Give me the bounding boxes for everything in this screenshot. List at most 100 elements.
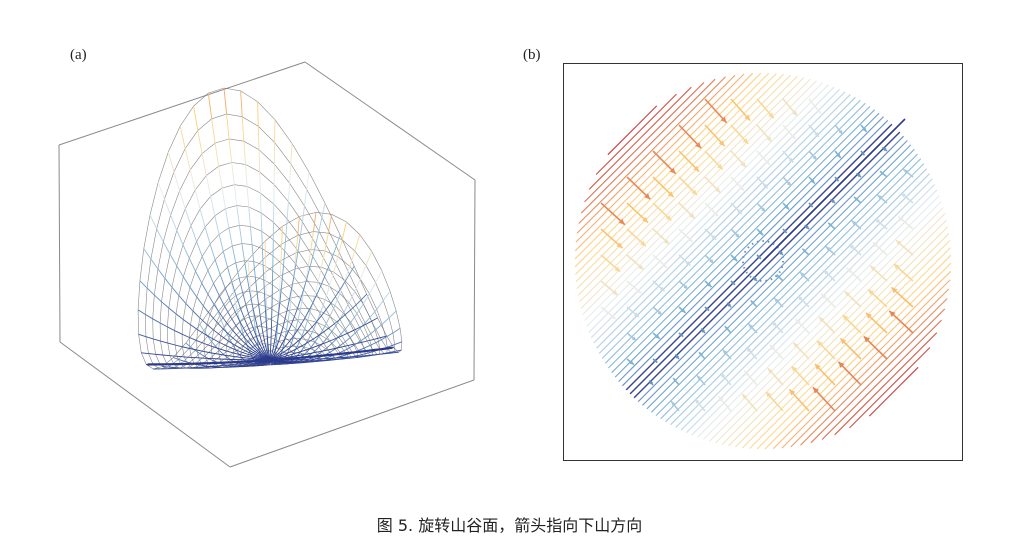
contour-line [821,319,942,440]
surface-radial [271,363,274,366]
surface-radial [236,340,244,347]
surface-radial [190,324,198,331]
surface-radial [304,348,311,355]
surface-radial [174,344,183,348]
surface-radial [207,335,212,342]
gradient-arrow [678,150,700,173]
arrow-head [640,240,646,247]
surface-radial [285,321,289,332]
surface-radial [138,333,147,338]
surface-radial [261,231,263,249]
surface-radial [231,245,237,263]
surface-radial [204,333,213,339]
arrow-head [718,396,724,402]
gradient-arrow [652,202,672,222]
arrow-head [889,310,896,317]
surface-radial [201,256,209,271]
surface-radial [219,274,226,289]
arrow-head [898,216,904,222]
surface-radial [263,335,266,344]
surface-radial [349,331,358,339]
gradient-arrow [846,267,862,282]
surface-radial [280,326,284,335]
surface-radial [244,260,248,277]
surface-radial [211,118,216,144]
surface-radial [317,267,322,283]
surface-radial [384,352,392,355]
surface-radial [299,349,307,353]
arrow-head [655,334,660,339]
surface-radial [320,276,326,287]
surface-radial [201,282,209,295]
arrow-head [750,300,755,305]
surface-radial [320,250,326,268]
surface-radial [328,323,335,329]
arrow-head [836,153,841,158]
surface-radial [307,331,313,341]
surface-radial [293,264,297,277]
surface-radial [365,251,373,266]
surface-radial [222,328,231,336]
gradient-arrow [652,306,663,316]
gradient-arrow [724,325,732,334]
surface-radial [238,277,244,293]
surface-radial [295,319,299,330]
surface-radial [192,310,201,319]
surface-radial [382,290,391,301]
arrow-head [618,218,625,225]
gradient-arrow [750,299,758,308]
surface-radial [355,299,362,306]
surface-radial [315,350,322,353]
surface-radial [356,303,364,314]
surface-radial [176,230,184,245]
surface-radial [362,317,371,326]
surface-ring [181,224,359,369]
arrow-head [695,142,702,149]
surface-radial [343,337,351,344]
surface-radial [266,327,268,337]
arrow-head [689,213,695,219]
surface-radial [252,337,258,346]
gradient-arrow [730,176,745,192]
surface-radial [281,345,286,351]
arrow-head [819,317,825,323]
surface-radial [291,276,295,289]
arrow-head [774,298,779,303]
arrow-head [810,179,815,184]
surface-radial [293,308,298,317]
gradient-arrow [888,310,914,334]
gradient-arrow [808,150,818,161]
gradient-arrow [678,124,702,149]
surface-radial [321,349,329,352]
surface-radial [199,353,205,357]
surface-radial [255,363,261,366]
arrow-head [900,192,906,198]
surface-radial [290,316,295,325]
surface-radial [321,203,326,218]
surface-radial [372,353,380,356]
gradient-arrow [741,393,758,412]
arrow-head [882,147,887,152]
surface-radial [254,276,258,292]
arrow-head [875,218,880,224]
surface-radial [264,343,268,351]
gradient-arrow [863,335,888,360]
gradient-arrow [698,351,706,360]
surface-radial [184,356,192,358]
contour-line [810,308,946,444]
surface-radial [203,343,212,347]
surface-radial [329,347,337,353]
surface-radial [376,300,384,310]
gradient-arrow [600,306,617,320]
arrow-head [742,138,749,144]
surface-radial [156,228,164,243]
gradient-arrow [652,358,658,364]
surface-radial [244,343,252,350]
surface-radial [350,313,358,323]
surface-radial [276,324,279,335]
surface-radial [266,350,269,357]
gradient-arrow [765,391,784,412]
arrow-head [823,270,829,275]
arrow-head [691,189,697,195]
surface-radial [257,126,260,150]
